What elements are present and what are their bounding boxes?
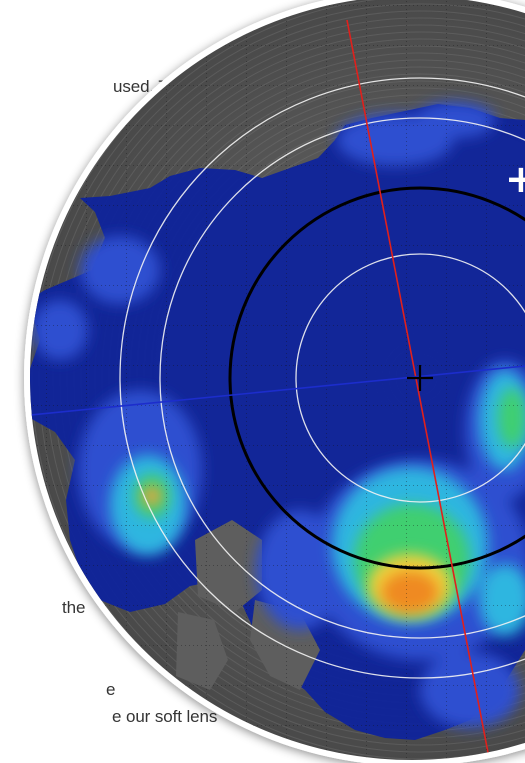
- flat-meridian-line: [30, 365, 525, 419]
- body-text-line: e our soft lens: [112, 707, 218, 726]
- inner-white-ring: [295, 253, 525, 503]
- steep-meridian-line: [346, 19, 491, 760]
- reference-rings: [119, 77, 525, 679]
- reference-plus-marker: +: [505, 157, 525, 201]
- center-crosshair: [407, 365, 433, 391]
- middle-white-ring: [159, 117, 525, 639]
- body-text-line: e: [106, 680, 116, 699]
- optical-zone-ring: [228, 186, 525, 570]
- body-text-line: the: [62, 598, 86, 617]
- outer-white-ring: [119, 77, 525, 679]
